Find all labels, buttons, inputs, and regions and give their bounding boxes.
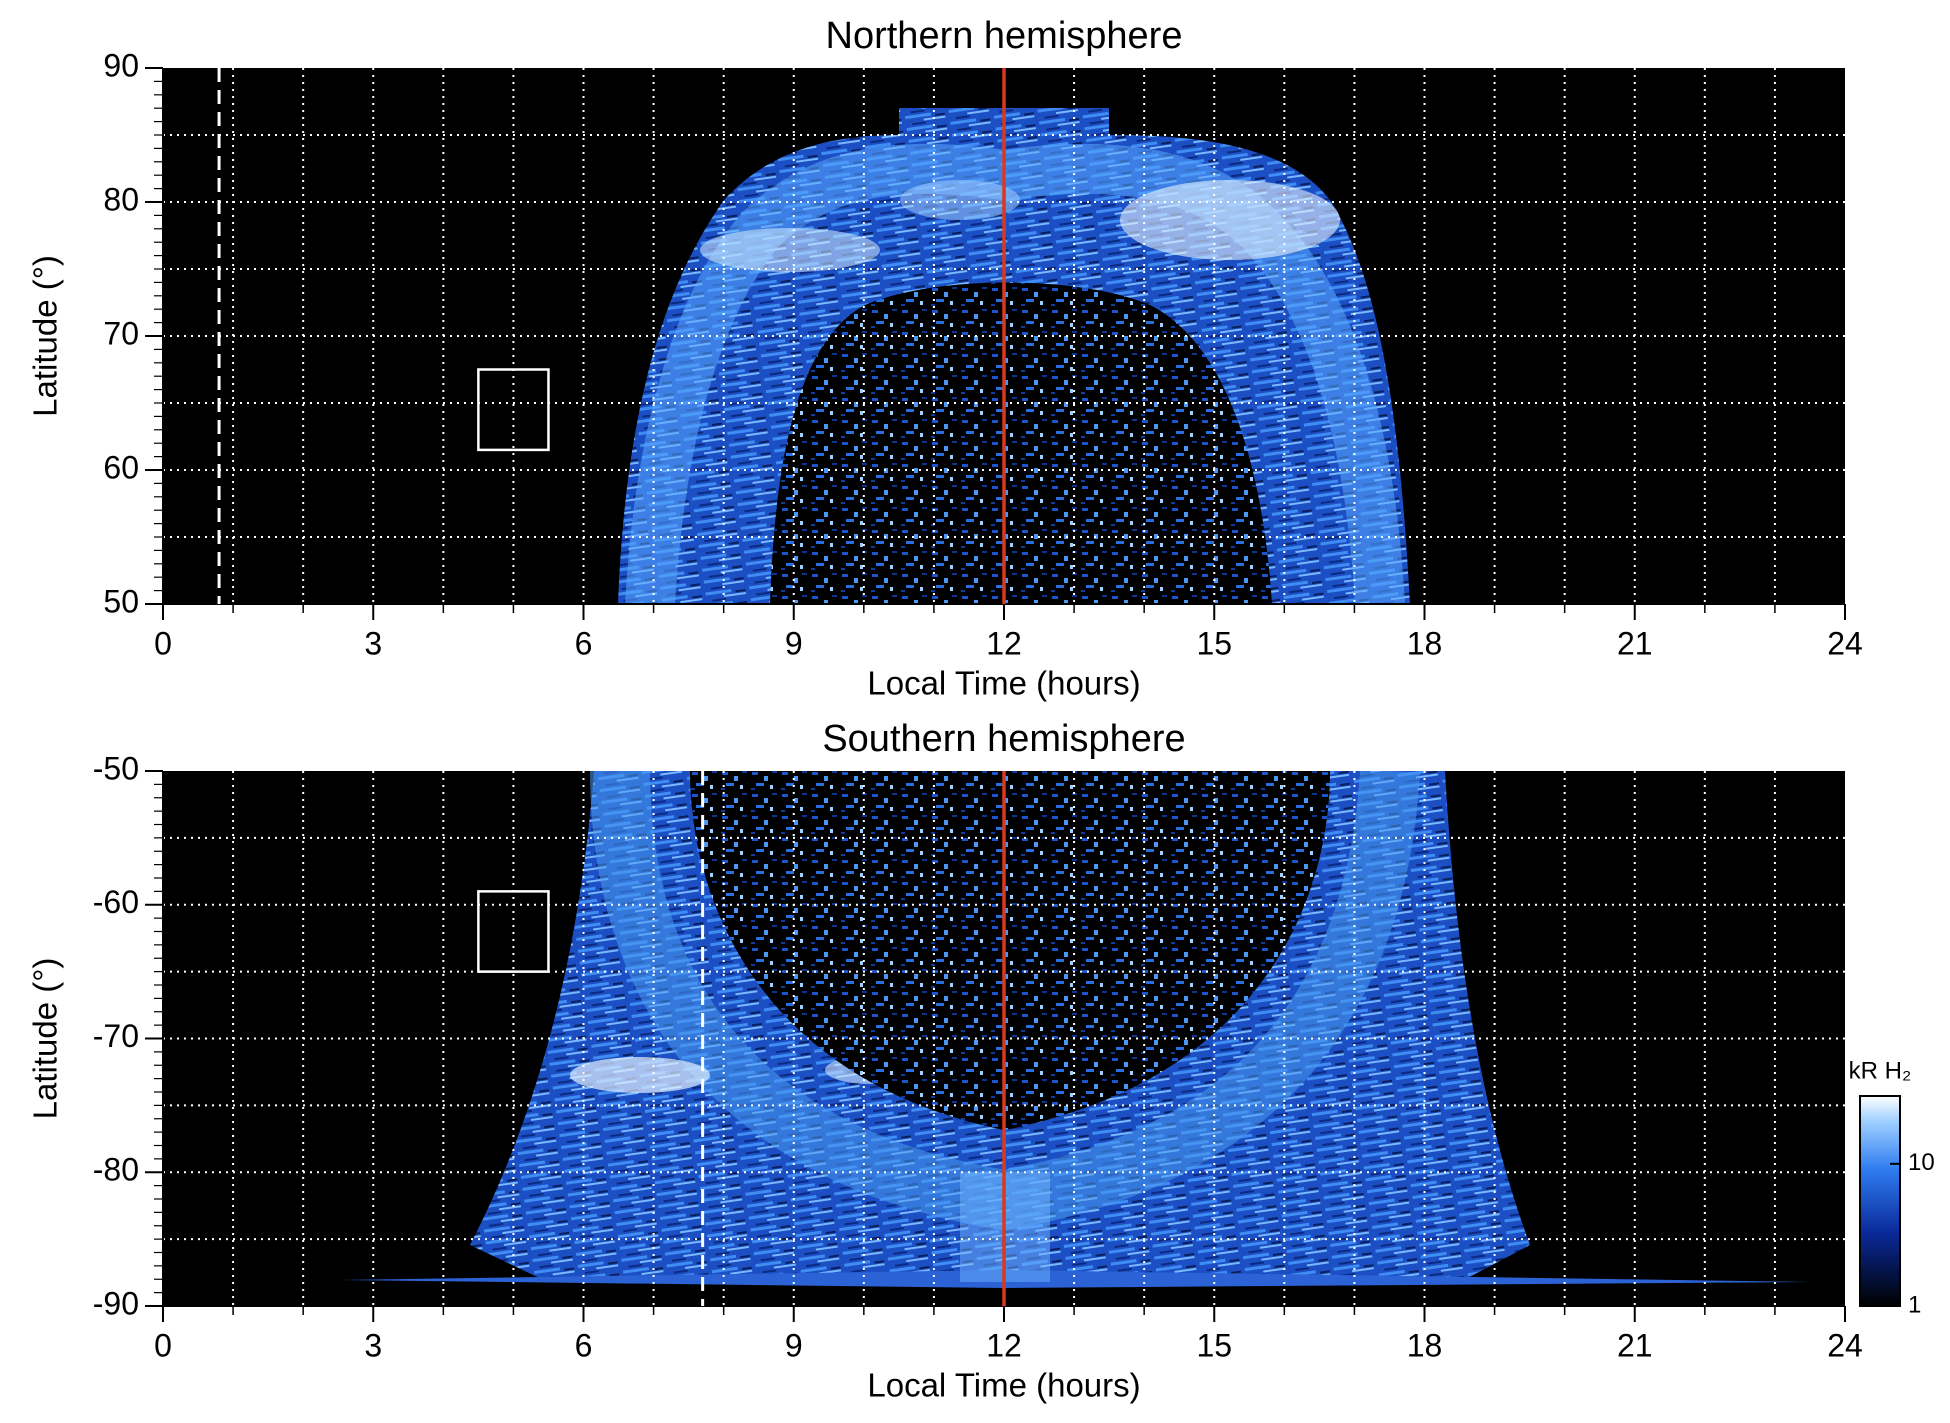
y-tick-label: 80 bbox=[103, 181, 139, 217]
y-tick-label: 60 bbox=[103, 449, 139, 485]
colorbar-tick-label: 10 bbox=[1908, 1149, 1935, 1176]
panel-title: Southern hemisphere bbox=[822, 718, 1185, 760]
x-tick-label: 0 bbox=[154, 1327, 172, 1363]
y-axis-label: Latitude (°) bbox=[27, 255, 64, 417]
x-tick-label: 24 bbox=[1827, 1327, 1863, 1363]
reference-box bbox=[477, 368, 550, 452]
x-tick-label: 18 bbox=[1407, 625, 1443, 661]
reference-box bbox=[477, 890, 550, 973]
x-axis-label: Local Time (hours) bbox=[867, 665, 1140, 702]
colorbar bbox=[1859, 1095, 1901, 1307]
y-tick-label: 90 bbox=[103, 47, 139, 83]
x-tick-label: 18 bbox=[1407, 1327, 1443, 1363]
x-tick-label: 9 bbox=[785, 625, 803, 661]
x-tick-label: 6 bbox=[575, 1327, 593, 1363]
x-axis-label: Local Time (hours) bbox=[867, 1367, 1140, 1404]
y-tick-label: 50 bbox=[103, 583, 139, 619]
x-tick-label: 21 bbox=[1617, 1327, 1653, 1363]
y-tick-label: -80 bbox=[93, 1152, 139, 1188]
y-tick-label: 70 bbox=[103, 315, 139, 351]
x-tick-label: 3 bbox=[364, 625, 382, 661]
heatmap-image bbox=[340, 771, 1810, 1288]
y-axis-label: Latitude (°) bbox=[27, 958, 64, 1120]
y-tick-label: -70 bbox=[93, 1018, 139, 1054]
x-tick-label: 15 bbox=[1196, 1327, 1232, 1363]
x-tick-label: 3 bbox=[364, 1327, 382, 1363]
colorbar-label: kR H₂ bbox=[1849, 1057, 1912, 1084]
colorbar-tick-label: 1 bbox=[1908, 1291, 1921, 1318]
x-tick-label: 15 bbox=[1196, 625, 1232, 661]
x-tick-label: 24 bbox=[1827, 625, 1863, 661]
y-tick-label: -60 bbox=[93, 884, 139, 920]
x-tick-label: 12 bbox=[986, 1327, 1022, 1363]
x-tick-label: 6 bbox=[575, 625, 593, 661]
panel-title: Northern hemisphere bbox=[826, 15, 1183, 57]
y-tick-label: -50 bbox=[93, 750, 139, 786]
x-tick-label: 0 bbox=[154, 625, 172, 661]
x-tick-label: 9 bbox=[785, 1327, 803, 1363]
y-tick-label: -90 bbox=[93, 1285, 139, 1321]
x-tick-label: 21 bbox=[1617, 625, 1653, 661]
x-tick-label: 12 bbox=[986, 625, 1022, 661]
